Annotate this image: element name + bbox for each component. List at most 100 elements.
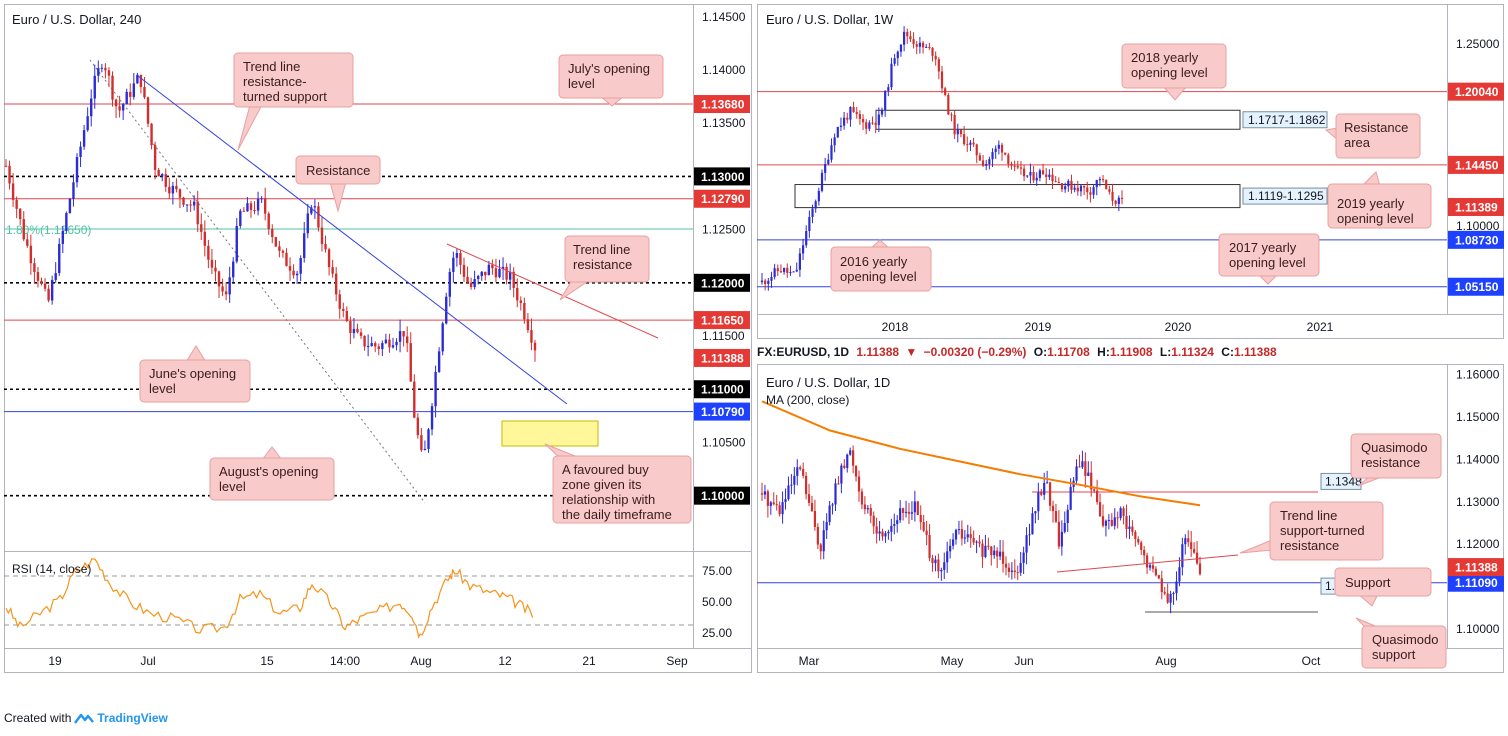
candle-body (512, 271, 515, 288)
candle-body (1045, 174, 1048, 178)
candle-body (391, 345, 395, 348)
candle-body (1116, 517, 1119, 519)
candle-body (448, 271, 451, 297)
candle-body (175, 185, 178, 190)
candle-body (182, 197, 185, 205)
candle-body (781, 502, 784, 515)
candle-body (779, 271, 783, 273)
candle-body (966, 144, 969, 146)
candle-body (1057, 521, 1060, 547)
time-tick-label: Sep (666, 654, 688, 668)
candle-body (910, 512, 914, 514)
candle-body (427, 429, 430, 449)
svg-text:Trend line resistance-: Trend line resistance- turned support (243, 59, 327, 104)
candle-body (132, 83, 136, 97)
candle-body (1110, 519, 1113, 526)
candle-body (975, 541, 978, 543)
candle-body (15, 199, 18, 209)
candle-body (795, 269, 798, 272)
candle-body (317, 206, 320, 228)
candle-body (775, 504, 778, 506)
candle-body (526, 319, 530, 331)
w1-zones: 1.1717-1.1862 1.1119-1.1295 (794, 109, 1328, 209)
price-tick-label: 1.16000 (1456, 368, 1500, 382)
candle-body (994, 148, 997, 153)
candle-body (1140, 542, 1143, 550)
w1-levels (757, 91, 1447, 288)
candle-body (1029, 172, 1032, 176)
candle-body (931, 558, 934, 564)
candle-body (1037, 492, 1040, 512)
price-tag (694, 348, 750, 367)
candle-body (441, 323, 444, 352)
svg-text:July's opening level: July's opening level (568, 61, 654, 91)
candle-body (331, 267, 334, 274)
candle-body (834, 483, 837, 505)
candle-body (1087, 472, 1090, 476)
candle-body (516, 287, 519, 301)
candle-body (957, 529, 961, 531)
panel-h4-frame (4, 4, 752, 673)
candle-body (801, 245, 805, 254)
candle-body (1001, 551, 1005, 564)
time-tick-label: Oct (1302, 654, 1321, 668)
time-tick-label: 21 (582, 654, 596, 668)
price-tag (1448, 573, 1504, 592)
candle-body (491, 264, 494, 269)
candle-body (217, 271, 221, 287)
candle-body (884, 533, 887, 537)
candle-body (256, 198, 260, 211)
candle-body (1010, 570, 1013, 572)
price-tick-label: 1.12500 (702, 223, 746, 237)
candle-body (36, 272, 40, 281)
callout-trendline-support: Trend line resistance- turned support (233, 52, 354, 151)
candle-body (263, 198, 267, 214)
candle-body (916, 501, 919, 515)
price-tag (1448, 155, 1504, 174)
callout-support: Support (1334, 567, 1432, 607)
candle-body (445, 296, 448, 324)
w1-zone-tag (1242, 111, 1328, 129)
candle-body (783, 267, 786, 273)
candle-body (462, 264, 466, 277)
footer-brand[interactable]: TradingView (97, 711, 168, 725)
candle-body (342, 308, 345, 311)
candle-body (1075, 466, 1078, 481)
time-tick-label: 2019 (1025, 320, 1052, 334)
h4-title: Euro / U.S. Dollar, 240 (12, 12, 141, 27)
candle-body (1145, 555, 1149, 568)
price-tag (694, 273, 750, 292)
d1-time-axis: MarMayJunAugOctNov (799, 654, 1400, 668)
candle-body (963, 537, 966, 539)
candle-body (981, 543, 984, 557)
candle-body (310, 207, 313, 214)
candle-body (1098, 179, 1101, 181)
candle-body (349, 321, 352, 334)
candle-body (890, 525, 893, 532)
candle-body (146, 97, 150, 124)
candle-body (1032, 172, 1035, 181)
candle-body (161, 174, 164, 177)
candle-body (306, 213, 309, 234)
price-tag (694, 486, 750, 505)
candle-body (931, 47, 934, 56)
callout-buy-zone: A favoured buy zone given its relationsh… (544, 443, 692, 524)
candle-body (214, 267, 217, 272)
candle-body (1070, 180, 1073, 190)
candle-body (1023, 168, 1026, 177)
candle-body (904, 511, 908, 513)
w1-zone-box (875, 109, 1241, 130)
candle-body (881, 531, 884, 537)
price-tag-label: 1.11650 (701, 314, 744, 328)
candle-body (827, 159, 830, 164)
candle-body (813, 511, 817, 527)
candle-body (58, 243, 61, 274)
candle-body (1007, 154, 1010, 164)
candle-body (1125, 515, 1128, 530)
candle-body (1064, 186, 1067, 190)
candle-body (1028, 534, 1031, 536)
candle-body (267, 213, 270, 230)
candle-body (984, 545, 987, 557)
candle-body (508, 271, 512, 280)
candle-body (928, 46, 931, 48)
